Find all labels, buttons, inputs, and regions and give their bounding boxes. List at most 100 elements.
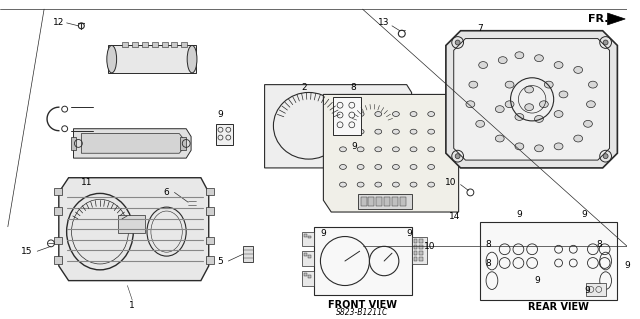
Bar [181, 42, 187, 48]
Ellipse shape [574, 66, 582, 73]
Ellipse shape [586, 101, 595, 108]
Text: 9: 9 [352, 142, 358, 151]
Text: 14: 14 [449, 212, 460, 221]
Bar [54, 236, 61, 244]
Ellipse shape [515, 143, 524, 150]
Polygon shape [74, 129, 191, 158]
Text: 9: 9 [639, 262, 640, 271]
Bar [162, 42, 168, 48]
Ellipse shape [357, 182, 364, 187]
Polygon shape [607, 13, 625, 25]
Ellipse shape [410, 112, 417, 116]
Bar [412, 236, 428, 264]
Bar [392, 197, 398, 206]
Ellipse shape [392, 112, 399, 116]
Text: 9: 9 [581, 211, 587, 219]
Bar [54, 207, 61, 215]
Text: 5: 5 [218, 256, 223, 265]
Polygon shape [108, 45, 196, 73]
Bar [54, 188, 61, 195]
Bar [413, 245, 417, 249]
Ellipse shape [479, 62, 488, 69]
Ellipse shape [505, 81, 514, 88]
Bar [308, 255, 310, 258]
Ellipse shape [554, 111, 563, 117]
Text: FRONT VIEW: FRONT VIEW [328, 300, 397, 310]
Bar [243, 246, 253, 262]
Bar [413, 240, 417, 243]
Bar [308, 275, 310, 278]
Bar [314, 227, 412, 295]
Circle shape [47, 240, 54, 247]
Bar [304, 234, 307, 236]
Text: 7: 7 [477, 24, 483, 33]
Ellipse shape [428, 112, 435, 116]
Ellipse shape [428, 182, 435, 187]
Circle shape [455, 154, 460, 159]
Ellipse shape [340, 165, 346, 169]
Ellipse shape [410, 147, 417, 152]
Ellipse shape [534, 115, 543, 122]
Ellipse shape [410, 182, 417, 187]
Text: 8: 8 [597, 240, 603, 249]
Ellipse shape [525, 86, 534, 93]
Text: 9: 9 [584, 286, 590, 295]
Polygon shape [81, 134, 183, 153]
Ellipse shape [375, 129, 381, 134]
Text: REAR VIEW: REAR VIEW [528, 302, 589, 312]
Ellipse shape [495, 106, 504, 113]
Text: 6: 6 [164, 188, 170, 197]
Bar [188, 197, 196, 209]
Ellipse shape [469, 81, 477, 88]
Ellipse shape [357, 147, 364, 152]
Ellipse shape [584, 120, 593, 127]
Ellipse shape [107, 45, 116, 73]
Ellipse shape [499, 57, 507, 63]
Ellipse shape [392, 182, 399, 187]
Bar [304, 253, 307, 256]
Text: 13: 13 [378, 19, 390, 27]
Ellipse shape [476, 120, 484, 127]
Ellipse shape [357, 112, 364, 116]
Polygon shape [264, 85, 412, 168]
Text: 12: 12 [53, 19, 65, 27]
Ellipse shape [540, 101, 548, 108]
Bar [338, 99, 344, 104]
Bar [54, 256, 61, 264]
Bar [206, 207, 214, 215]
Bar [358, 194, 412, 209]
Ellipse shape [357, 165, 364, 169]
Ellipse shape [375, 165, 381, 169]
Polygon shape [454, 39, 609, 160]
Text: 9: 9 [516, 211, 522, 219]
Bar [419, 257, 423, 261]
Ellipse shape [466, 101, 475, 108]
Bar [358, 99, 364, 104]
Bar [480, 222, 618, 300]
Bar [304, 273, 307, 276]
Ellipse shape [495, 135, 504, 142]
Circle shape [455, 40, 460, 45]
Ellipse shape [340, 182, 346, 187]
Circle shape [603, 40, 608, 45]
Text: 9: 9 [407, 229, 413, 238]
Ellipse shape [505, 101, 514, 108]
Bar [419, 245, 423, 249]
Ellipse shape [545, 81, 553, 88]
Bar [302, 271, 314, 286]
Ellipse shape [392, 129, 399, 134]
Polygon shape [323, 94, 459, 212]
Bar [333, 97, 360, 135]
Polygon shape [59, 178, 209, 281]
Bar [216, 124, 233, 145]
Bar [206, 256, 214, 264]
Bar [369, 197, 374, 206]
Text: 9: 9 [321, 229, 326, 238]
Bar [413, 257, 417, 261]
Bar [142, 42, 148, 48]
Bar [360, 197, 367, 206]
Text: 9: 9 [624, 262, 630, 271]
Circle shape [603, 154, 608, 159]
Ellipse shape [410, 129, 417, 134]
Bar [586, 283, 605, 296]
